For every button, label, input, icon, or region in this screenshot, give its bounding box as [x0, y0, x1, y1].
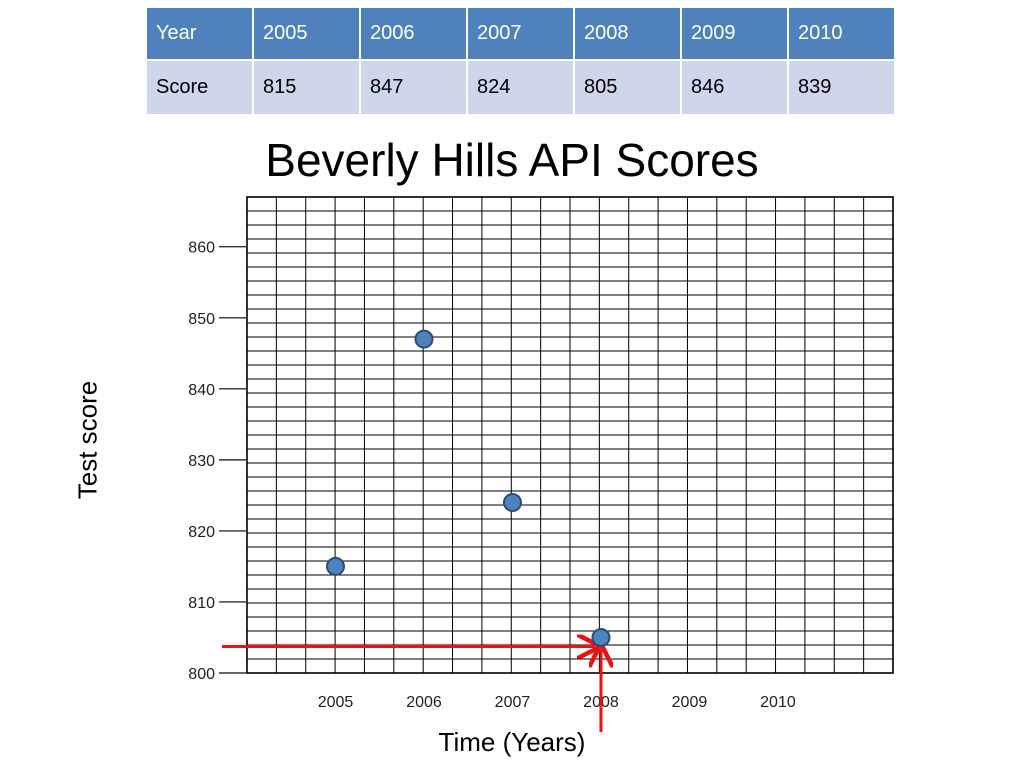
- table-cell: 847: [359, 59, 468, 116]
- chart-title: Beverly Hills API Scores: [265, 134, 759, 186]
- x-tick-label: 2006: [406, 694, 442, 711]
- table-cell: 846: [680, 59, 789, 116]
- table-header-cell: 2005: [252, 6, 361, 61]
- y-tick-label: 830: [188, 453, 215, 470]
- y-tick-label: 820: [188, 524, 215, 541]
- table-cell: Score: [145, 59, 254, 116]
- table-header-cell: Year: [145, 6, 254, 61]
- y-tick-label: 800: [188, 666, 215, 683]
- data-point: [502, 492, 522, 512]
- table-cell: 815: [252, 59, 361, 116]
- y-axis-label: Test score: [72, 380, 103, 500]
- y-tick-label: 810: [188, 595, 215, 612]
- table-header-cell: 2010: [787, 6, 896, 61]
- data-point: [414, 329, 434, 349]
- table-header-cell: 2009: [680, 6, 789, 61]
- x-axis-label: Time (Years): [438, 727, 586, 757]
- x-tick-label: 2005: [318, 694, 354, 711]
- table-row: Score 815 847 824 805 846 839: [145, 59, 896, 116]
- grid: [246, 196, 894, 674]
- y-tick-label: 860: [188, 240, 215, 257]
- table-cell: 839: [787, 59, 896, 116]
- table-cell: 805: [573, 59, 682, 116]
- data-points: [325, 329, 611, 647]
- x-tick-label: 2009: [672, 694, 708, 711]
- table-header-cell: 2007: [466, 6, 575, 61]
- table-header-cell: 2008: [573, 6, 682, 61]
- x-tick-label: 2007: [495, 694, 531, 711]
- data-point: [591, 627, 611, 647]
- table-header-cell: 2006: [359, 6, 468, 61]
- table-header-row: Year 2005 2006 2007 2008 2009 2010: [145, 6, 896, 61]
- annotation-arrows: [222, 646, 601, 732]
- x-tick-label: 2010: [760, 694, 796, 711]
- data-table: Year 2005 2006 2007 2008 2009 2010 Score…: [145, 6, 896, 116]
- y-tick-label: 840: [188, 382, 215, 399]
- y-tick-label: 850: [188, 311, 215, 328]
- y-axis: 800 810 820 830 840 850 860: [188, 240, 247, 683]
- table-cell: 824: [466, 59, 575, 116]
- data-point: [325, 556, 345, 576]
